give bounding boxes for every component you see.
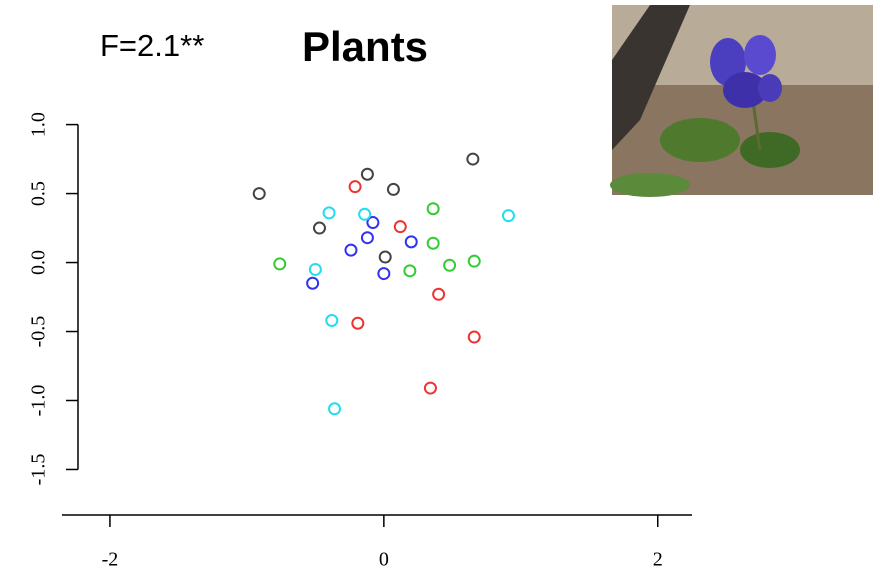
point bbox=[252, 187, 266, 201]
point bbox=[393, 220, 407, 234]
point bbox=[467, 330, 481, 344]
point bbox=[273, 257, 287, 271]
point bbox=[432, 287, 446, 301]
y-tick-label: -1.0 bbox=[28, 385, 50, 417]
y-tick-label: 1.0 bbox=[28, 112, 50, 137]
point bbox=[325, 313, 339, 327]
point bbox=[466, 152, 480, 166]
point bbox=[308, 262, 322, 276]
point bbox=[426, 202, 440, 216]
y-tick-label: -1.5 bbox=[28, 454, 50, 486]
point bbox=[423, 381, 437, 395]
point bbox=[386, 182, 400, 196]
point bbox=[351, 316, 365, 330]
chart-title: Plants bbox=[302, 23, 428, 70]
point bbox=[377, 267, 391, 281]
point bbox=[404, 235, 418, 249]
point bbox=[344, 243, 358, 257]
point bbox=[360, 231, 374, 245]
y-tick-label: 0.0 bbox=[28, 250, 50, 275]
point bbox=[322, 206, 336, 220]
point bbox=[360, 167, 374, 181]
x-tick-label: 2 bbox=[653, 549, 663, 571]
point bbox=[312, 221, 326, 235]
point bbox=[378, 250, 392, 264]
point bbox=[467, 254, 481, 268]
point bbox=[426, 236, 440, 250]
x-tick-label: -2 bbox=[102, 549, 119, 571]
point bbox=[501, 209, 515, 223]
y-tick-label: -0.5 bbox=[28, 316, 50, 348]
photo bbox=[610, 5, 873, 197]
chart-subtitle: F=2.1** bbox=[100, 28, 204, 63]
y-tick-label: 0.5 bbox=[28, 181, 50, 206]
point bbox=[403, 264, 417, 278]
point bbox=[366, 216, 380, 230]
point bbox=[306, 276, 320, 290]
point bbox=[443, 258, 457, 272]
point bbox=[328, 402, 342, 416]
point bbox=[358, 207, 372, 221]
point bbox=[348, 180, 362, 194]
x-tick-label: 0 bbox=[379, 549, 389, 571]
